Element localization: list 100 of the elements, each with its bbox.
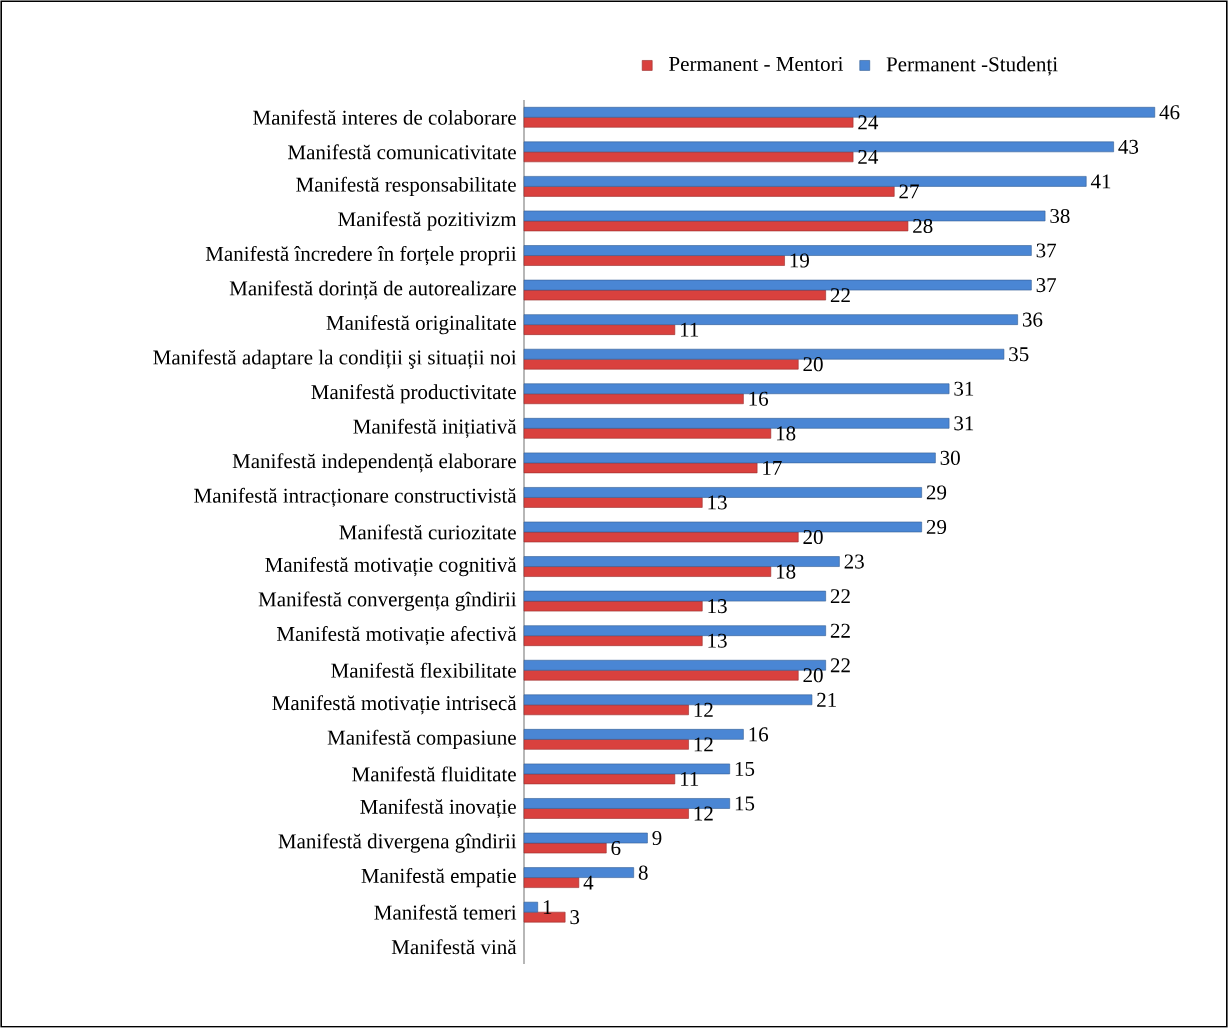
bar (523, 773, 676, 785)
bar (523, 314, 1018, 325)
data-label: 4 (583, 875, 594, 890)
data-label: 13 (708, 599, 727, 614)
data-label: 31 (954, 416, 974, 431)
bar (523, 842, 607, 854)
bar (523, 704, 689, 716)
bar (523, 808, 689, 819)
y-tick-label: Manifestă intracționare constructivistă (194, 487, 517, 508)
data-label: 35 (1009, 347, 1029, 362)
bar (523, 428, 772, 439)
data-label: 30 (940, 450, 960, 465)
bar (523, 255, 785, 266)
data-label: 9 (652, 830, 662, 846)
data-label: 36 (1022, 312, 1043, 327)
legend-label: Permanent - Mentori (669, 56, 844, 72)
y-tick-label: Manifestă comunicativitate (288, 144, 516, 160)
y-tick-label: Manifestă pozitivizm (338, 211, 517, 231)
y-tick-label: Manifestă curiozitate (339, 524, 516, 540)
y-tick-label: Manifestă inovație (360, 798, 516, 819)
bar (523, 289, 826, 301)
data-label: 24 (858, 149, 879, 164)
y-tick-label: Manifestă flexibilitate (331, 662, 516, 678)
data-label: 43 (1118, 139, 1139, 154)
data-label: 22 (830, 623, 850, 638)
data-label: 15 (735, 796, 755, 811)
y-tick-label: Manifestă adaptare la condiții şi situații noi (153, 349, 517, 369)
data-label: 37 (1036, 278, 1057, 293)
y-tick-label: Manifestă motivație afectivă (276, 626, 517, 646)
y-tick-label: Manifestă empatie (361, 867, 516, 888)
y-tick-label: Manifestă productivitate (311, 384, 516, 404)
data-label: 16 (749, 391, 769, 406)
data-label: 28 (913, 218, 933, 234)
bar (523, 358, 799, 370)
bar (523, 739, 689, 750)
data-label: 19 (790, 253, 809, 268)
bar (523, 635, 703, 646)
data-label: 8 (638, 865, 648, 880)
y-tick-label: Manifestă divergena gîndirii (278, 833, 517, 853)
data-label: 20 (803, 529, 823, 545)
y-tick-label: Manifestă interes de colaborare (253, 109, 516, 125)
y-tick-label: Manifestă convergența gîndirii (258, 591, 517, 611)
data-label: 1 (543, 900, 552, 915)
data-label: 16 (749, 727, 769, 742)
data-label: 22 (830, 658, 850, 673)
data-label: 21 (817, 692, 836, 707)
bar (523, 116, 854, 128)
legend-label: Permanent -Studenți (886, 56, 1058, 76)
y-tick-label: Manifestă responsabilitate (296, 176, 516, 197)
data-label: 6 (611, 840, 621, 856)
bar (523, 151, 854, 163)
bar (523, 901, 539, 913)
data-label: 20 (803, 357, 823, 372)
bar (523, 877, 580, 888)
bar (523, 393, 744, 405)
y-tick-label: Manifestă temeri (374, 904, 517, 920)
data-label: 27 (899, 184, 919, 199)
data-label: 41 (1090, 174, 1111, 189)
data-label: 12 (694, 806, 713, 821)
data-label: 20 (803, 668, 823, 683)
y-tick-label: Manifestă motivație cognitivă (265, 556, 517, 577)
data-label: 38 (1050, 208, 1070, 224)
bar (523, 186, 895, 197)
data-label: 22 (830, 288, 850, 303)
y-tick-label: Manifestă originalitate (326, 314, 516, 335)
y-tick-label: Manifestă dorință de autorealizare (229, 280, 516, 300)
data-label: 11 (680, 322, 699, 337)
y-tick-label: Manifestă încredere în forțele proprii (205, 245, 517, 266)
data-label: 13 (708, 495, 727, 510)
data-label: 17 (763, 460, 782, 475)
bar (523, 497, 703, 508)
bar (523, 220, 909, 232)
data-label: 15 (735, 761, 755, 776)
bar (523, 462, 758, 474)
data-label: 12 (694, 737, 713, 752)
y-tick-label: Manifestă independență elaborare (232, 453, 516, 473)
data-label: 13 (708, 633, 727, 648)
data-label: 46 (1159, 105, 1180, 120)
data-label: 23 (844, 554, 864, 569)
data-label: 37 (1036, 243, 1057, 258)
bar (523, 566, 772, 577)
data-label: 18 (776, 564, 796, 579)
data-label: 12 (694, 702, 713, 717)
y-tick-label: Manifestă motivație intrisecă (272, 695, 517, 715)
data-label: 29 (926, 519, 947, 535)
y-tick-label: Manifestă fluiditate (352, 766, 516, 782)
data-label: 3 (570, 910, 580, 925)
data-label: 31 (954, 381, 974, 396)
y-tick-label: Manifestă vină (391, 939, 517, 955)
data-label: 24 (858, 115, 879, 130)
y-tick-label: Manifestă compasiune (327, 729, 516, 749)
bar (523, 600, 703, 612)
data-label: 29 (926, 485, 947, 500)
y-tick-label: Manifestă inițiativă (353, 418, 517, 438)
bar (523, 669, 799, 681)
data-label: 11 (680, 771, 699, 786)
bar (523, 324, 676, 335)
bar (523, 531, 799, 543)
data-label: 18 (776, 426, 796, 441)
data-label: 22 (830, 589, 850, 604)
